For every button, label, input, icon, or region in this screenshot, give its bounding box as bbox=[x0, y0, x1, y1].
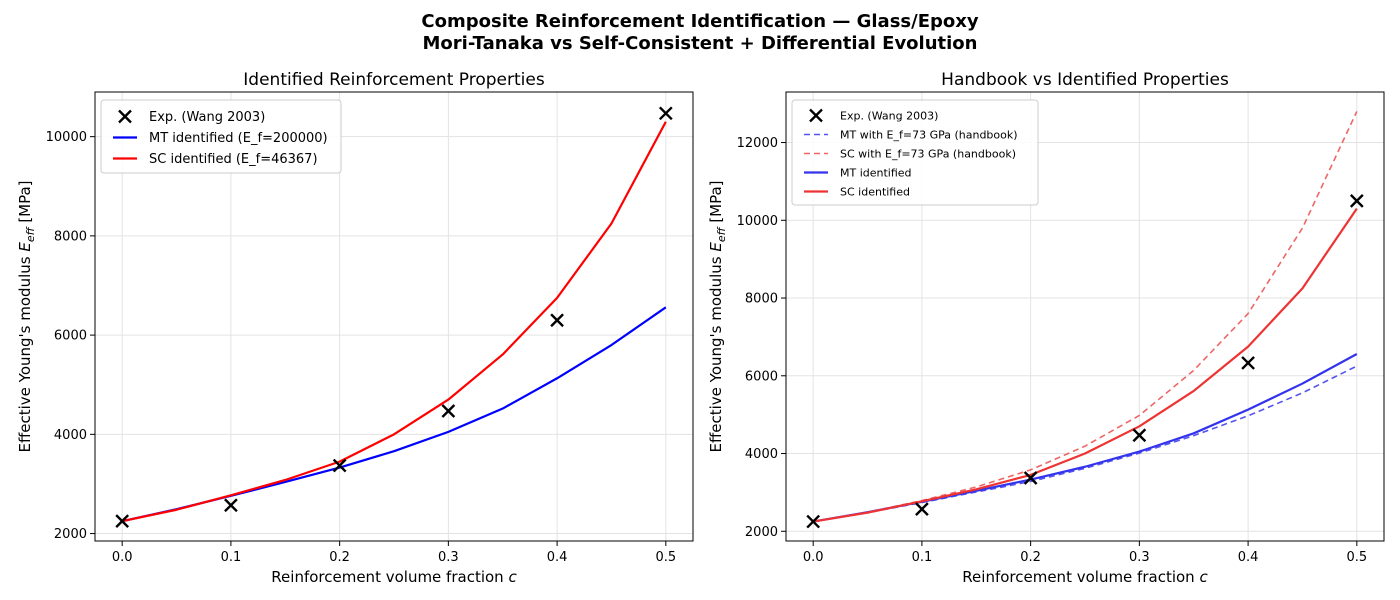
legend-item: Exp. (Wang 2003) bbox=[118, 109, 265, 125]
series-line-3 bbox=[812, 353, 1358, 523]
data-point-marker bbox=[1241, 356, 1255, 370]
legend-item: SC identified bbox=[804, 185, 910, 198]
legend-label: SC identified bbox=[840, 185, 910, 198]
legend-label: MT identified bbox=[840, 166, 912, 179]
legend-label: MT with E_f=73 GPa (handbook) bbox=[840, 128, 1018, 141]
data-point-marker bbox=[806, 514, 821, 529]
y-tick-label: 8000 bbox=[54, 229, 87, 244]
y-tick-label: 4000 bbox=[745, 447, 778, 462]
data-point-marker bbox=[550, 313, 564, 328]
chart-title: Identified Reinforcement Properties bbox=[243, 70, 545, 90]
right-chart: 0.0 0.1 0.2 0.3 0.4 0.5 2000 4000 6000 8000 10000 1… bbox=[707, 70, 1385, 586]
data-point-marker bbox=[658, 106, 673, 121]
legend-item: Exp. (Wang 2003) bbox=[809, 108, 938, 122]
data-point-marker bbox=[224, 498, 238, 513]
figure-title-line-2: Mori-Tanaka vs Self-Consistent + Differe… bbox=[423, 33, 978, 54]
legend-item: SC with E_f=73 GPa (handbook) bbox=[804, 147, 1016, 160]
legend: Exp. (Wang 2003) MT with E_f=73 GPa (hand… bbox=[791, 99, 1039, 206]
legend: Exp. (Wang 2003) MT identified (E_f=20000… bbox=[100, 99, 342, 174]
legend-box bbox=[100, 99, 342, 174]
series-line-1 bbox=[813, 365, 1358, 523]
y-tick-label: 2000 bbox=[745, 525, 778, 540]
y-axis-label: Effective Young's modulus Eeff [MPa] bbox=[16, 180, 37, 452]
legend-box bbox=[791, 99, 1039, 206]
legend-label: Exp. (Wang 2003) bbox=[840, 109, 938, 122]
legend-label: SC with E_f=73 GPa (handbook) bbox=[840, 147, 1016, 160]
x-tick-label: 0.1 bbox=[221, 550, 242, 565]
x-tick-label: 0.2 bbox=[329, 550, 350, 565]
y-tick-label: 6000 bbox=[745, 369, 778, 384]
x-tick-label: 0.5 bbox=[1346, 550, 1367, 565]
data-point-marker bbox=[1349, 193, 1364, 208]
legend-item: MT with E_f=73 GPa (handbook) bbox=[804, 128, 1018, 141]
x-tick-label: 0.1 bbox=[912, 550, 933, 565]
x-tick-label: 0.3 bbox=[438, 550, 459, 565]
series-line-1 bbox=[121, 306, 667, 523]
x-tick-label: 0.4 bbox=[1238, 550, 1259, 565]
left-chart: 0.0 0.1 0.2 0.3 0.4 0.5 2000 4000 6000 8000 10000 I… bbox=[16, 70, 694, 586]
legend-label: Exp. (Wang 2003) bbox=[149, 110, 265, 125]
plot-area bbox=[121, 121, 667, 523]
legend-item: SC identified (E_f=46367) bbox=[113, 152, 318, 167]
data-point-marker bbox=[441, 404, 456, 418]
chart-title: Handbook vs Identified Properties bbox=[941, 70, 1229, 90]
y-tick-label: 10000 bbox=[737, 214, 778, 229]
axes-frame bbox=[785, 91, 1385, 542]
x-tick-label: 0.4 bbox=[547, 550, 568, 565]
x-axis-label: Reinforcement volume fraction c bbox=[271, 568, 517, 586]
series-line-4 bbox=[813, 208, 1358, 523]
plot-area bbox=[812, 111, 1358, 523]
y-tick-label: 2000 bbox=[54, 527, 87, 542]
y-axis-label: Effective Young's modulus Eeff [MPa] bbox=[707, 180, 728, 452]
data-point-marker bbox=[915, 502, 929, 516]
x-tick-label: 0.2 bbox=[1020, 550, 1041, 565]
data-point-marker bbox=[1132, 428, 1147, 443]
data-point-marker bbox=[332, 458, 347, 473]
y-tick-label: 4000 bbox=[54, 428, 87, 443]
axes-frame bbox=[94, 91, 694, 542]
y-tick-label: 6000 bbox=[54, 329, 87, 344]
series-line-2 bbox=[121, 121, 667, 523]
x-axis-label: Reinforcement volume fraction c bbox=[962, 568, 1208, 586]
x-tick-label: 0.3 bbox=[1129, 550, 1150, 565]
y-tick-label: 8000 bbox=[745, 292, 778, 307]
data-point-marker bbox=[115, 514, 130, 529]
figure-title-line-1: Composite Reinforcement Identification —… bbox=[421, 11, 978, 32]
y-tick-label: 12000 bbox=[737, 136, 778, 151]
data-point-marker bbox=[1023, 471, 1038, 485]
legend-item: MT identified bbox=[804, 166, 912, 179]
x-tick-label: 0.5 bbox=[655, 550, 676, 565]
y-tick-label: 10000 bbox=[46, 130, 87, 145]
x-tick-label: 0.0 bbox=[803, 550, 824, 565]
legend-label: SC identified (E_f=46367) bbox=[149, 152, 318, 167]
legend-label: MT identified (E_f=200000) bbox=[149, 131, 328, 146]
legend-item: MT identified (E_f=200000) bbox=[113, 131, 328, 146]
x-tick-label: 0.0 bbox=[112, 550, 133, 565]
